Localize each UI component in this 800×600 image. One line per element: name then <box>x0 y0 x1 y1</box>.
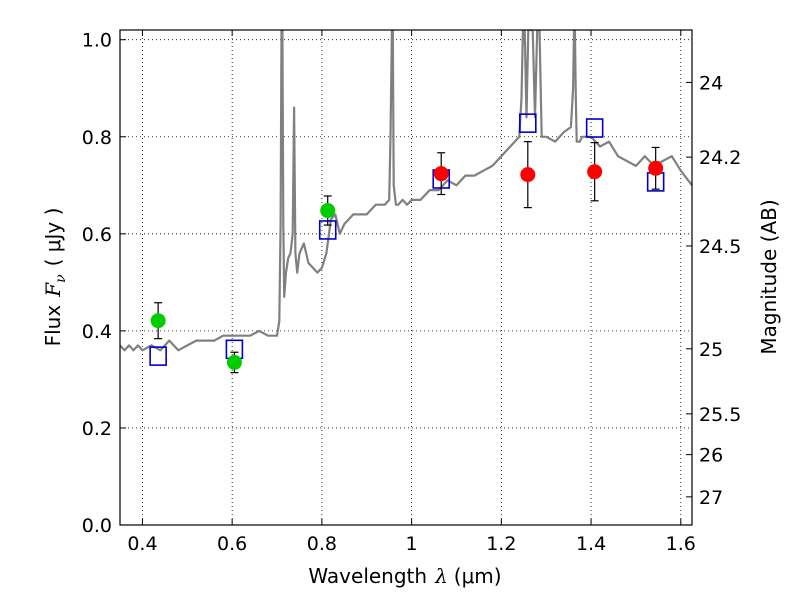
x-tick-label: 1.6 <box>666 533 696 555</box>
model-photometry-square <box>149 346 167 366</box>
red-data-point <box>520 167 536 183</box>
y-tick-label: 1.0 <box>82 30 112 52</box>
y-tick-label: 0.4 <box>82 321 112 343</box>
ticks-layer: 0.4 0.6 0.8 1 1.2 1.4 1.6 0.0 0.2 0.4 0.6 0.8 1.0 24 2… <box>82 30 742 555</box>
y2-tick-label: 25.5 <box>699 404 741 426</box>
model-photometry-square <box>585 118 604 138</box>
x-tick-label: 1.2 <box>486 533 516 555</box>
y2-tick-label: 24.5 <box>699 236 741 258</box>
y-tick-label: 0.0 <box>82 515 112 537</box>
markers-layer <box>149 113 665 374</box>
x-tick-label: 1 <box>406 533 418 555</box>
x-tick-label: 0.4 <box>127 533 157 555</box>
red-data-point <box>433 166 449 182</box>
model-photometry-square <box>519 113 537 133</box>
y2-tick-label: 24 <box>699 72 723 94</box>
y-tick-label: 0.6 <box>82 224 112 246</box>
plot-frame <box>119 29 693 526</box>
y2-tick-label: 27 <box>699 487 723 509</box>
y-tick-label: 0.8 <box>82 127 112 149</box>
green-data-point <box>320 203 336 219</box>
x-axis-label: Wavelength λ (μm) <box>308 564 501 588</box>
y2-tick-label: 24.2 <box>699 147 741 169</box>
green-data-point <box>226 354 242 370</box>
x-tick-label: 0.6 <box>217 533 247 555</box>
y-axis-label: FluxFν( μJy ) <box>41 208 69 347</box>
y2-tick-label: 25 <box>699 339 723 361</box>
x-tick-label: 0.8 <box>307 533 337 555</box>
x-tick-label: 1.4 <box>576 533 606 555</box>
red-data-point <box>648 160 664 176</box>
spectrum-layer <box>120 30 692 352</box>
y-tick-label: 0.2 <box>82 418 112 440</box>
grid <box>120 30 692 526</box>
green-data-point <box>150 313 166 329</box>
spectrum-line <box>120 30 692 352</box>
red-data-point <box>587 164 603 180</box>
y2-axis-label: Magnitude (AB) <box>757 199 781 354</box>
y2-tick-label: 26 <box>699 445 723 467</box>
